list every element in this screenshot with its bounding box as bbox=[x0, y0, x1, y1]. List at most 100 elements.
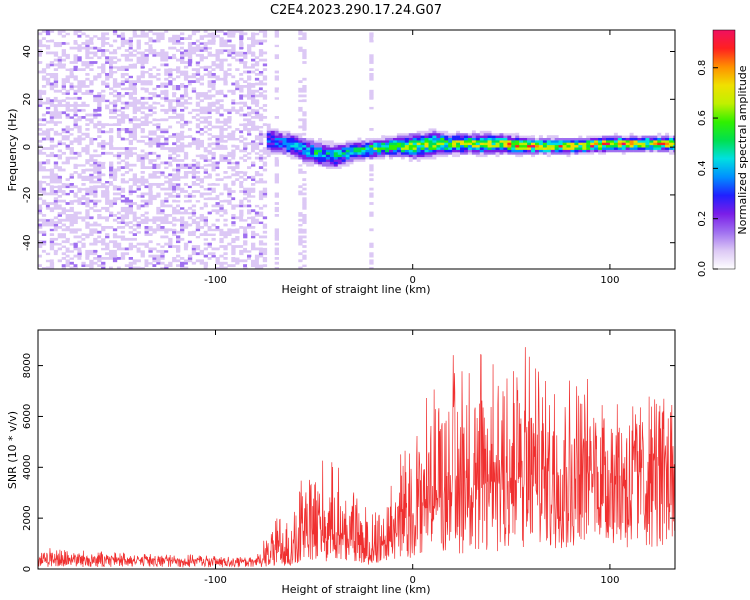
spectrogram-cell bbox=[156, 139, 161, 143]
spectrogram-cell bbox=[333, 139, 339, 143]
spectrogram-cell bbox=[140, 194, 145, 198]
spectrogram-cell bbox=[369, 96, 374, 100]
spectrogram-cell bbox=[570, 154, 575, 158]
spectrogram-cell bbox=[507, 151, 512, 155]
spectrogram-cell bbox=[128, 190, 133, 193]
spectrogram-cell bbox=[65, 108, 70, 112]
spectrogram-cell bbox=[156, 221, 161, 224]
spectrogram-cell bbox=[183, 221, 189, 224]
spectrogram-cell bbox=[598, 149, 603, 153]
spectrogram-cell bbox=[187, 63, 193, 67]
spectrogram-cell bbox=[211, 254, 216, 258]
spectrogram-cell bbox=[49, 144, 55, 148]
spectrogram-cell bbox=[266, 154, 272, 158]
spectrogram-cell bbox=[404, 151, 410, 155]
spectrogram-cell bbox=[617, 137, 623, 141]
spectrogram-cell bbox=[144, 242, 149, 246]
spectrogram-cell bbox=[235, 204, 240, 208]
spectrogram-cell bbox=[65, 214, 70, 217]
spectrogram-cell bbox=[258, 247, 264, 251]
spectrogram-cell bbox=[128, 96, 133, 100]
spectrogram-cell bbox=[444, 147, 449, 150]
spectrogram-cell bbox=[207, 211, 212, 215]
spectrogram-cell bbox=[298, 261, 303, 265]
spectrogram-cell bbox=[258, 252, 264, 256]
spectrogram-cell bbox=[203, 163, 208, 167]
spectrogram-cell bbox=[436, 147, 441, 150]
spectrogram-cell bbox=[156, 216, 161, 220]
spectrogram-cell bbox=[298, 192, 303, 196]
spectrogram-cell bbox=[132, 49, 137, 52]
spectrogram-cell bbox=[53, 44, 59, 48]
spectrogram-cell bbox=[61, 185, 66, 189]
spectrogram-cell bbox=[207, 245, 212, 248]
spectrogram-cell bbox=[251, 237, 256, 241]
spectrogram-cell bbox=[57, 139, 62, 143]
spectrogram-cell bbox=[570, 144, 575, 148]
spectrogram-cell bbox=[41, 70, 47, 74]
spectrogram-cell bbox=[195, 80, 201, 83]
spectrogram-cell bbox=[345, 139, 350, 143]
spectrogram-cell bbox=[215, 144, 220, 148]
spectrogram-cell bbox=[239, 39, 244, 43]
spectrogram-cell bbox=[61, 111, 66, 115]
spectrogram-cell bbox=[665, 144, 670, 148]
spectrogram-cell bbox=[247, 123, 252, 126]
spectrogram-cell bbox=[333, 147, 339, 150]
spectrogram-cell bbox=[223, 252, 228, 256]
spectrogram-cell bbox=[187, 34, 193, 38]
spectrogram-cell bbox=[180, 137, 185, 141]
spectrogram-cell bbox=[148, 218, 153, 222]
spectrogram-cell bbox=[322, 137, 327, 141]
spectrogram-cell bbox=[215, 218, 220, 222]
spectrogram-cell bbox=[73, 92, 78, 95]
spectrogram-cell bbox=[207, 39, 212, 43]
spectrogram-cell bbox=[148, 73, 153, 76]
spectrogram-cell bbox=[211, 85, 216, 88]
spectrogram-cell bbox=[109, 180, 114, 184]
spectrogram-cell bbox=[215, 101, 220, 105]
spectrogram-cell bbox=[187, 228, 193, 232]
spectrogram-cell bbox=[243, 183, 248, 186]
spectrogram-cell bbox=[187, 37, 193, 40]
spectrogram-cell bbox=[235, 101, 240, 105]
spectrogram-cell bbox=[105, 61, 110, 64]
spectrogram-cell bbox=[156, 135, 161, 138]
spectrogram-cell bbox=[258, 159, 264, 162]
spectrogram-cell bbox=[77, 216, 82, 220]
spectrogram-cell bbox=[219, 204, 224, 208]
spectrogram-cell bbox=[45, 206, 51, 210]
spectrogram-cell bbox=[550, 147, 556, 150]
spectrogram-cell bbox=[199, 139, 204, 143]
spectrogram-cell bbox=[239, 77, 244, 81]
spectrogram-cell bbox=[487, 151, 492, 155]
spectrogram-cell bbox=[176, 240, 181, 244]
spectrogram-cell bbox=[207, 137, 212, 141]
spectrogram-cell bbox=[590, 139, 595, 143]
spectrogram-cell bbox=[45, 113, 51, 117]
spectrogram-cell bbox=[112, 70, 118, 74]
spectrogram-cell bbox=[396, 130, 402, 134]
spectrogram-cell bbox=[109, 75, 114, 79]
spectrogram-cell bbox=[65, 68, 70, 71]
spectrogram-cell bbox=[180, 223, 185, 227]
spectrogram-cell bbox=[251, 163, 256, 167]
spectrogram-cell bbox=[306, 178, 311, 181]
spectrogram-cell bbox=[148, 75, 153, 79]
spectrogram-cell bbox=[101, 190, 106, 193]
spectrogram-cell bbox=[310, 137, 315, 141]
spectrogram-cell bbox=[325, 142, 331, 146]
spectrogram-cell bbox=[314, 142, 319, 146]
spectrogram-cell bbox=[302, 221, 307, 224]
spectrogram-cell bbox=[262, 104, 268, 107]
spectrogram-cell bbox=[207, 32, 212, 36]
spectrogram-cell bbox=[164, 96, 169, 100]
spectrogram-cell bbox=[45, 73, 51, 76]
spectrogram-cell bbox=[266, 135, 272, 138]
spectrogram-cell bbox=[187, 108, 193, 112]
spectrogram-cell bbox=[357, 139, 362, 143]
spectrogram-cell bbox=[629, 135, 634, 138]
spectrogram-cell bbox=[116, 85, 122, 88]
spectrogram-cell bbox=[38, 118, 43, 122]
spectrogram-cell bbox=[176, 235, 181, 239]
